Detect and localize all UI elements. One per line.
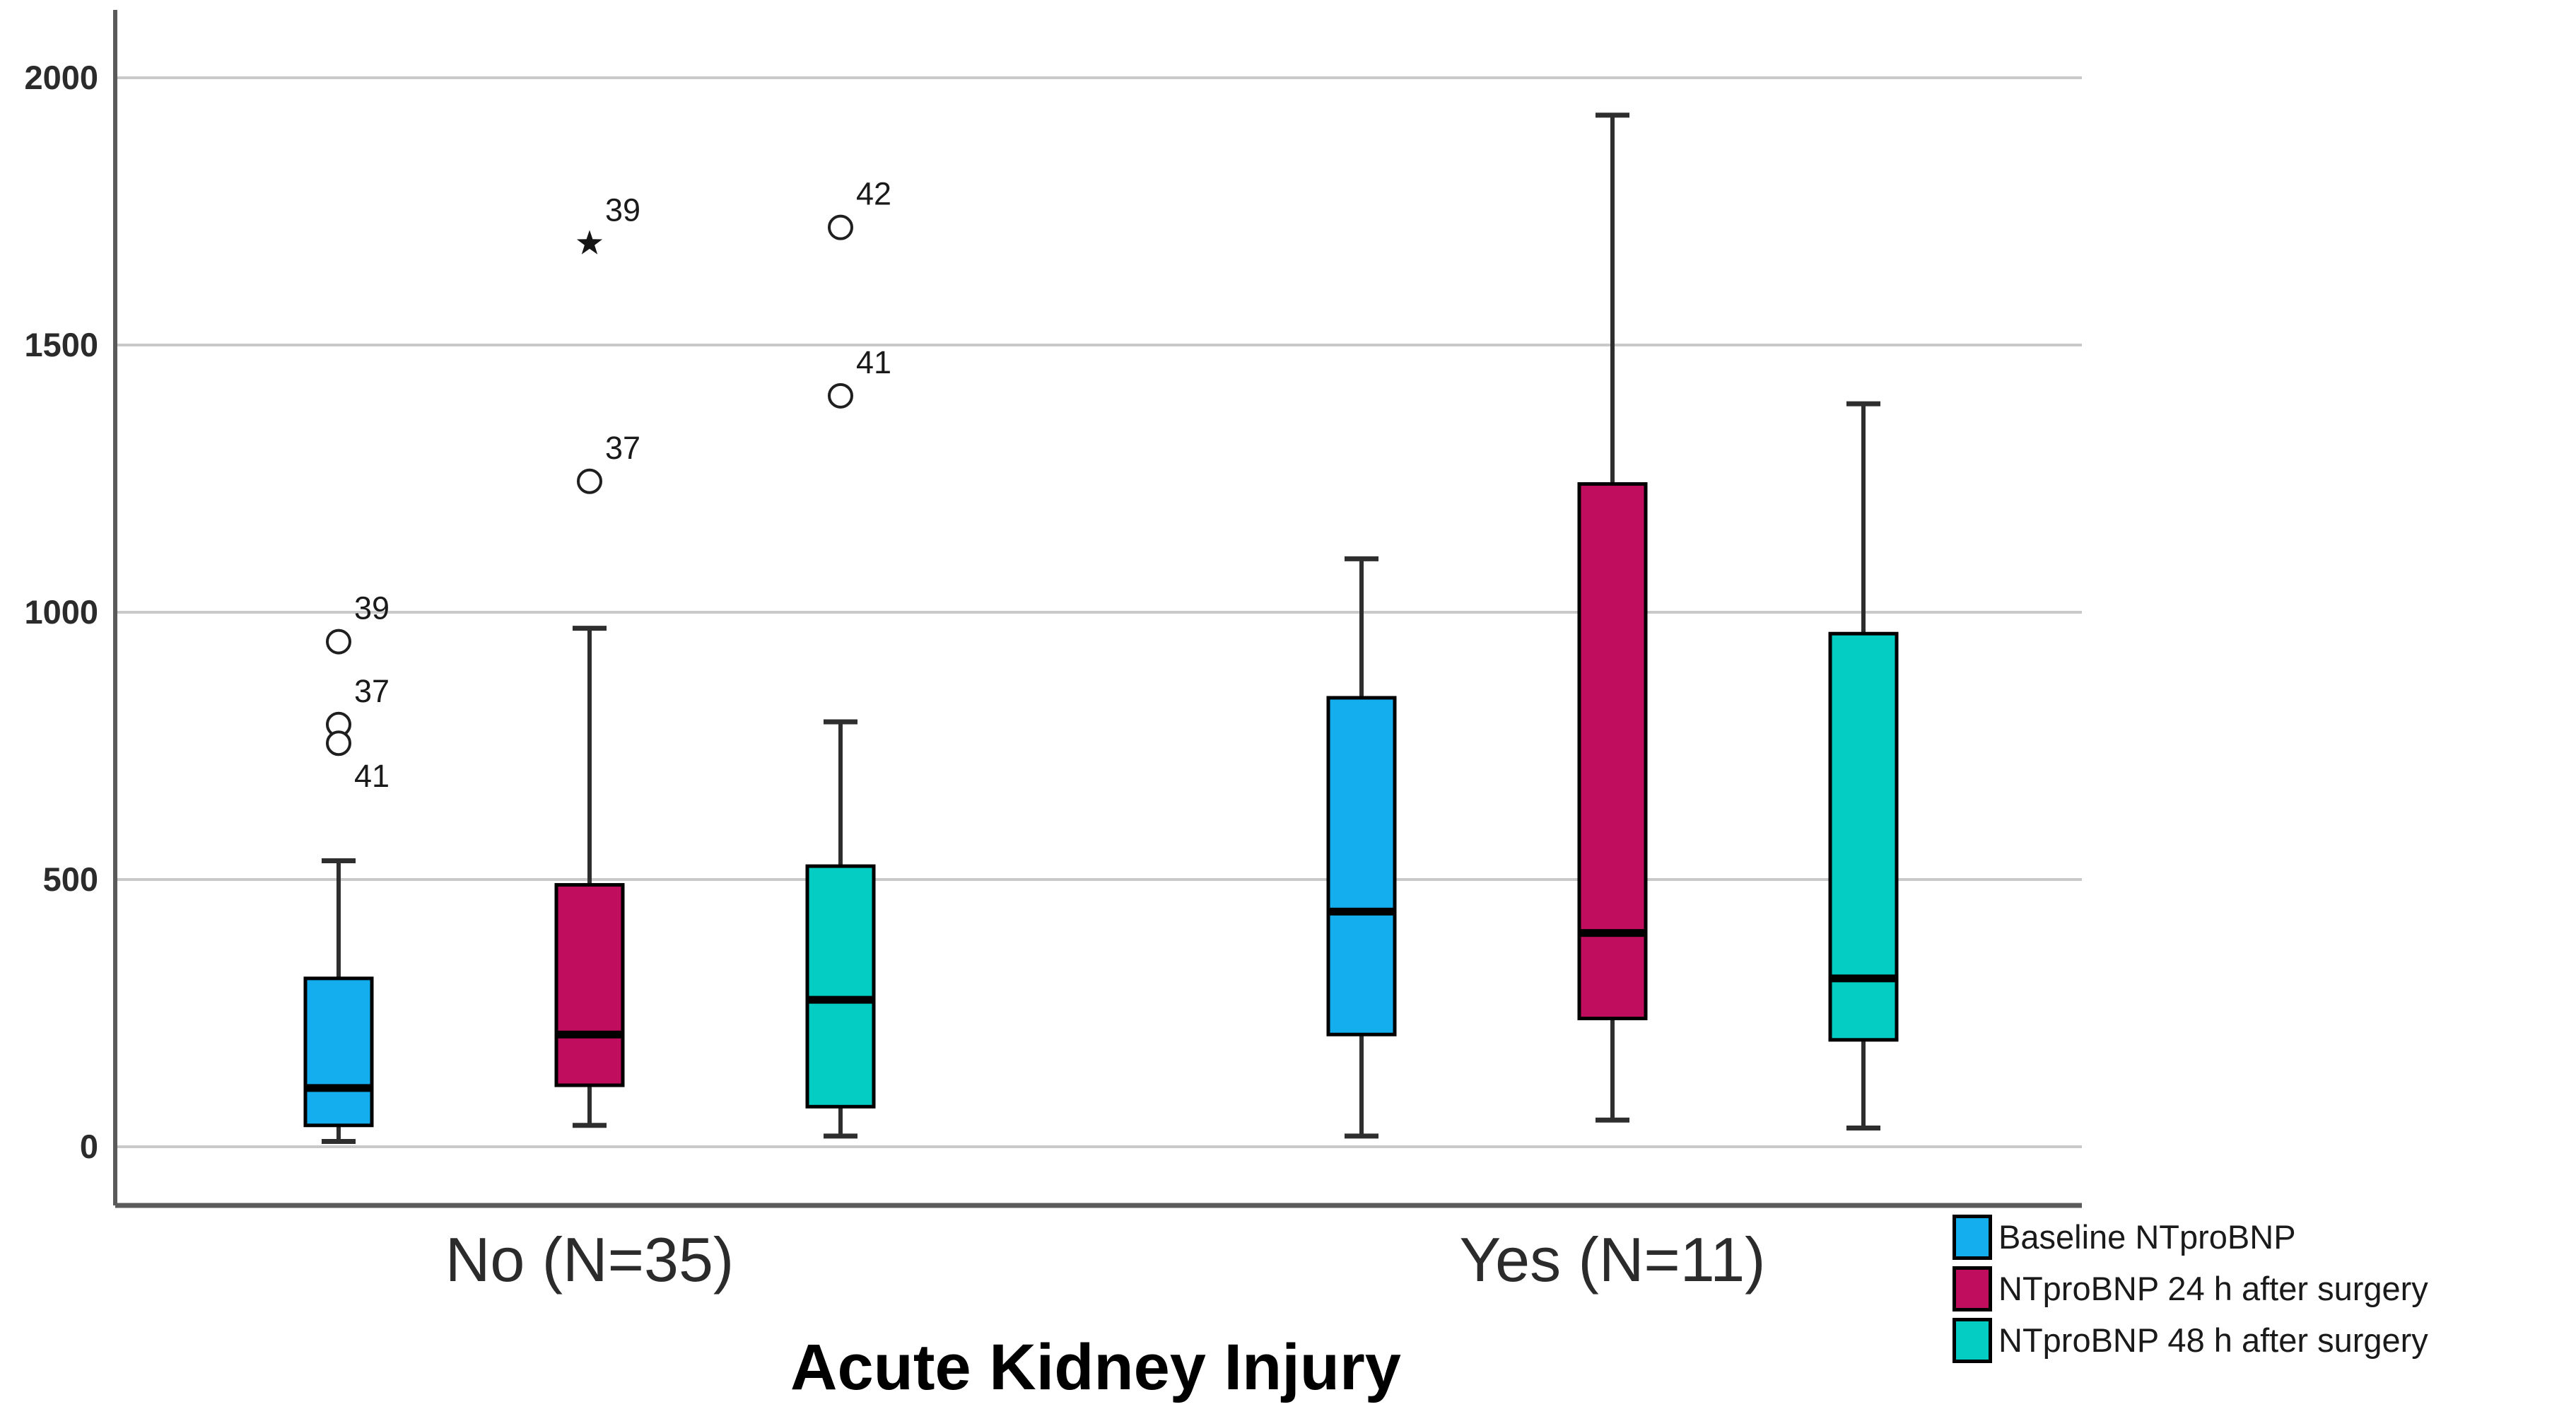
box xyxy=(1577,482,1648,1021)
legend-swatch-48h xyxy=(1953,1318,1992,1363)
x-axis-title: Acute Kidney Injury xyxy=(790,1331,1401,1403)
outlier-label: 37 xyxy=(354,673,390,709)
box xyxy=(554,883,625,1087)
box xyxy=(303,976,374,1128)
outlier-label: 41 xyxy=(354,758,390,794)
x-category-label: No (N=35) xyxy=(445,1225,734,1295)
box xyxy=(805,864,876,1109)
outlier-label: 41 xyxy=(856,344,891,380)
outlier-circle xyxy=(828,214,853,240)
extreme-outlier-star xyxy=(576,230,603,255)
y-tick-label: 0 xyxy=(80,1128,98,1165)
y-tick-label: 1500 xyxy=(24,326,98,363)
legend-item: Baseline NTproBNP xyxy=(1953,1215,2428,1260)
outlier-circle xyxy=(326,730,351,756)
legend-label: NTproBNP 24 h after surgery xyxy=(1998,1270,2428,1308)
legend: Baseline NTproBNP NTproBNP 24 h after su… xyxy=(1953,1215,2428,1363)
legend-swatch-baseline xyxy=(1953,1215,1992,1260)
outlier-circle xyxy=(577,468,602,494)
outlier-label: 39 xyxy=(605,192,640,228)
box xyxy=(1828,631,1899,1042)
y-tick-label: 2000 xyxy=(24,59,98,96)
legend-label: Baseline NTproBNP xyxy=(1998,1218,2296,1256)
outlier-label: 39 xyxy=(354,590,390,626)
outlier-label: 42 xyxy=(856,176,891,212)
outlier-circle xyxy=(326,629,351,655)
outlier-circle xyxy=(828,382,853,409)
legend-item: NTproBNP 24 h after surgery xyxy=(1953,1266,2428,1311)
box xyxy=(1326,696,1397,1036)
y-tick-label: 1000 xyxy=(24,593,98,631)
y-tick-label: 500 xyxy=(43,860,98,898)
legend-item: NTproBNP 48 h after surgery xyxy=(1953,1318,2428,1363)
x-category-label: Yes (N=11) xyxy=(1460,1225,1766,1295)
outlier-label: 37 xyxy=(605,430,640,466)
legend-swatch-24h xyxy=(1953,1266,1992,1311)
legend-label: NTproBNP 48 h after surgery xyxy=(1998,1321,2428,1360)
